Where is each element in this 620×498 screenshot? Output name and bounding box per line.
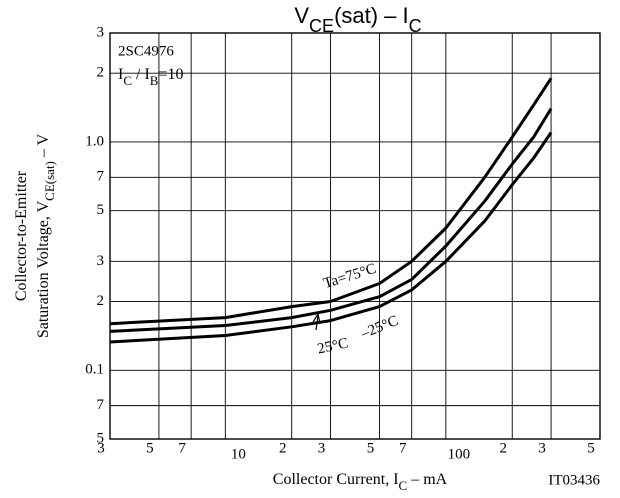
part-number: 2SC4976 (118, 43, 174, 59)
curve-label: 25°C (316, 335, 350, 357)
x-tick-label: 100 (448, 446, 471, 462)
chart-title-part: (sat) – I (334, 3, 409, 28)
x-axis-label: Collector Current, IC – mA (273, 471, 448, 494)
x-axis-label-part: C (399, 478, 408, 493)
curve (109, 77, 553, 326)
chart-title: VCE(sat) – IC (294, 3, 421, 36)
curve (109, 131, 553, 344)
condition-part: C (123, 73, 132, 88)
y-tick-label: 7 (97, 169, 105, 185)
y-axis-label-part: CE(sat) (42, 161, 57, 201)
y-axis-label: Saturation Voltage, VCE(sat) – V (35, 133, 58, 338)
condition-part: B (150, 73, 159, 88)
y-axis-label-part: Saturation Voltage, V (35, 200, 52, 338)
chart-title-part: C (409, 16, 422, 36)
x-tick-label: 7 (178, 440, 186, 456)
y-axis-label-part: Collector-to-Emitter (13, 170, 30, 301)
y-tick-label: 0.1 (85, 362, 104, 378)
condition-part: I (118, 66, 123, 83)
x-tick-label: 5 (146, 440, 154, 456)
x-tick-label: 2 (279, 440, 287, 456)
x-tick-label: 7 (399, 440, 407, 456)
x-tick-label: 10 (231, 446, 246, 462)
y-axis-label: Collector-to-Emitter (13, 170, 30, 301)
x-tick-label: 3 (538, 440, 546, 456)
x-tick-label: 2 (499, 440, 507, 456)
x-axis-label-part: – mA (407, 471, 447, 488)
chart-title-part: V (294, 3, 309, 28)
figure-id: IT03436 (548, 472, 600, 488)
x-tick-label: 3 (97, 440, 105, 456)
x-tick-label: 5 (367, 440, 375, 456)
curve (109, 107, 553, 333)
y-tick-label: 1.0 (85, 133, 104, 149)
y-tick-label: 2 (97, 293, 105, 309)
x-tick-label: 3 (318, 440, 326, 456)
condition-part: / I (132, 66, 150, 83)
condition: IC / IB=10 (118, 66, 183, 89)
plot-frame (109, 32, 601, 440)
x-tick-label: 5 (587, 440, 595, 456)
y-tick-label: 7 (97, 397, 105, 413)
chart-title-part: CE (309, 16, 334, 36)
y-tick-label: 2 (97, 65, 105, 81)
y-tick-label: 5 (97, 430, 105, 446)
y-tick-label: 5 (97, 202, 105, 218)
y-axis-label-part: – V (35, 133, 52, 161)
y-tick-label: 3 (97, 24, 105, 40)
y-tick-label: 3 (97, 253, 105, 269)
x-axis-label-part: Collector Current, I (273, 471, 399, 488)
condition-part: =10 (158, 66, 183, 83)
